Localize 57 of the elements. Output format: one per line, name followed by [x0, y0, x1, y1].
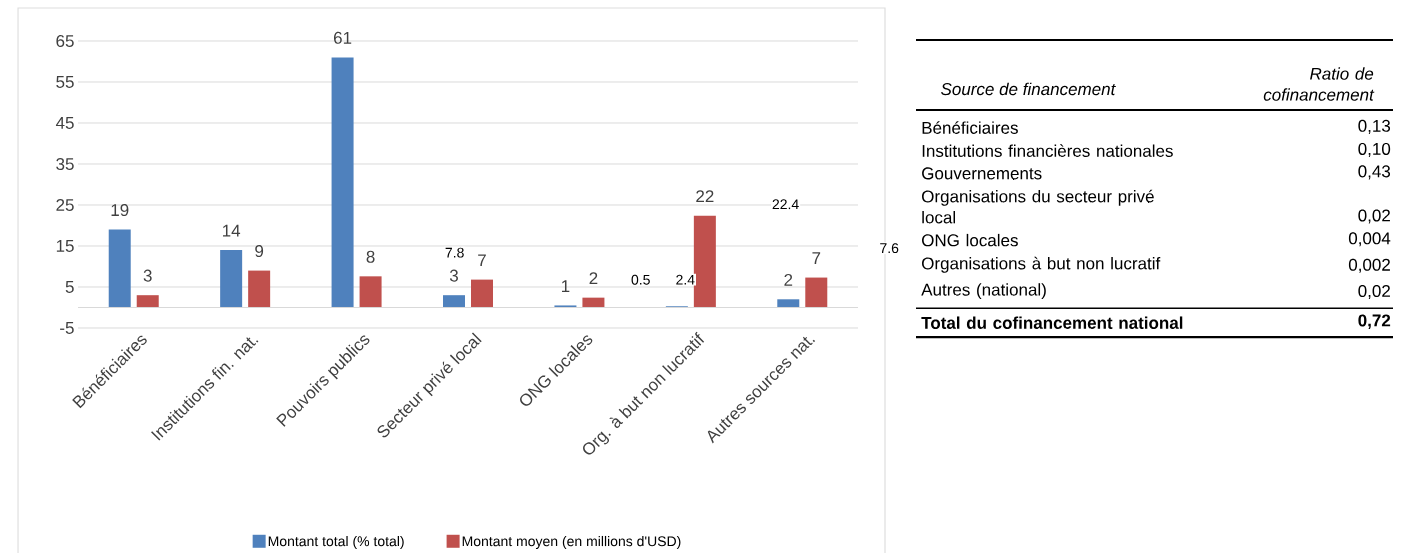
data-label: 1 — [562, 280, 570, 292]
category-label: Autres (national) — [921, 283, 1046, 300]
text: 0,72 — [1358, 314, 1391, 329]
text: 0,10 — [1358, 142, 1391, 157]
y-tick-label: 15 — [56, 240, 74, 252]
y-tick-label: 65 — [56, 34, 74, 48]
text: Ratio de cofinancement — [1263, 67, 1375, 101]
data-label: 3 — [449, 269, 458, 282]
text: 0,13 — [1358, 119, 1391, 134]
text: 0,02 — [1358, 284, 1390, 300]
data-label: 9 — [255, 245, 264, 258]
bar — [331, 57, 354, 308]
bar — [582, 297, 605, 308]
bar — [108, 229, 131, 308]
text: 0,004 — [1348, 232, 1391, 247]
y-tick-label: 55 — [56, 76, 74, 88]
bar — [471, 279, 494, 308]
bar — [693, 215, 716, 308]
category-label: ONG locales — [922, 233, 1018, 247]
text: 0,02 — [1358, 209, 1390, 224]
text: Source de financement — [941, 82, 1116, 96]
legend-label: Montant moyen (en millions d'USD) — [462, 535, 681, 549]
bar — [805, 277, 828, 308]
data-label: 19 — [111, 204, 129, 217]
annotation: 22.4 — [772, 199, 799, 210]
y-tick-label: 5 — [65, 281, 74, 293]
data-label: 8 — [366, 250, 375, 263]
bar — [248, 270, 271, 308]
category-label: Gouvernements — [922, 167, 1042, 180]
data-label: 2 — [589, 272, 598, 285]
y-tick-label: 25 — [56, 198, 74, 212]
data-label: 22 — [696, 190, 714, 203]
data-label: 3 — [143, 269, 152, 282]
annotation: 2.4 — [676, 274, 695, 285]
y-tick-label: 45 — [55, 117, 74, 129]
category-label: Organisations du secteur privé local — [922, 189, 1154, 224]
bar — [136, 295, 159, 308]
annotation: 0.5 — [631, 274, 650, 285]
text: 0,002 — [1348, 258, 1390, 273]
category-label: Total du cofinancement national — [921, 316, 1183, 329]
y-tick-label: 35 — [56, 157, 74, 171]
bar — [220, 250, 243, 308]
category-label: Organisations à but non lucratif — [922, 256, 1161, 273]
category-label: Institutions financières nationales — [922, 144, 1173, 157]
bar — [359, 276, 382, 308]
data-label: 2 — [784, 273, 793, 286]
data-label: 14 — [223, 224, 241, 237]
data-label: 7 — [478, 254, 486, 267]
data-label: 61 — [333, 31, 352, 44]
annotation: 7.8 — [445, 247, 464, 258]
data-label: 7 — [812, 252, 821, 265]
y-tick-label: -5 — [60, 322, 74, 334]
text: 0,43 — [1358, 165, 1391, 180]
bar — [443, 295, 466, 308]
text: 7.6 — [880, 243, 899, 254]
legend-label: Montant total (% total) — [268, 535, 404, 549]
category-label: Bénéficiaires — [922, 121, 1018, 134]
